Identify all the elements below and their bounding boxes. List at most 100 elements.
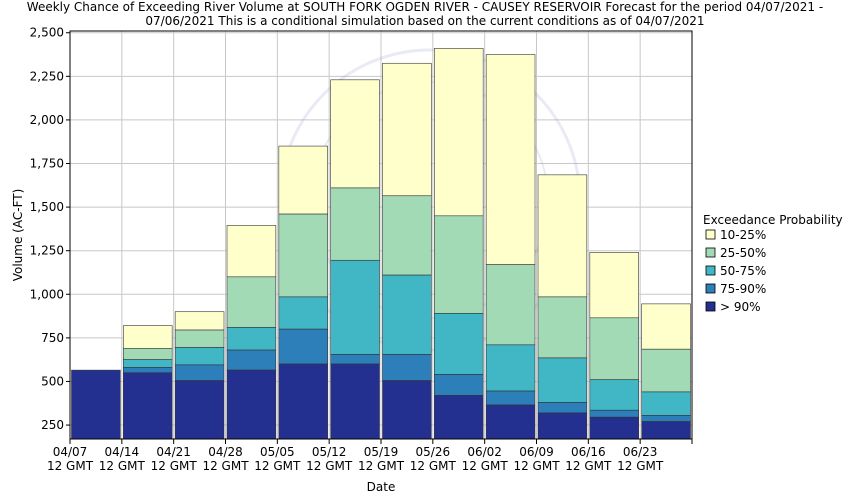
bar-segment-25-50 [330,187,380,261]
bar-segment-25-50 [434,215,484,314]
bars [71,48,691,440]
x-tick-label: 06/16 [571,445,606,459]
y-tick-label: 1,250 [30,244,64,258]
bar-segment-10-25 [330,79,380,189]
bar-segment-75-90 [589,409,639,418]
x-tick-sublabel: 12 GMT [151,459,198,473]
bar-segment-90 [330,363,380,440]
y-tick-label: 2,250 [30,69,64,83]
bar-segment-10-25 [641,303,691,350]
bar-segment-90 [71,369,121,440]
bar-segment-10-25 [382,62,432,197]
bar-segment-90 [434,395,484,440]
bar-segment-50-75 [226,327,277,351]
x-tick-sublabel: 12 GMT [202,459,249,473]
legend-swatch [705,229,716,240]
legend-swatch [705,265,716,276]
x-tick-label: 06/02 [467,445,502,459]
bar-segment-75-90 [382,354,432,381]
y-tick-label: 1,000 [30,287,64,301]
x-tick-sublabel: 12 GMT [462,459,509,473]
bar-segment-90 [589,416,639,440]
y-tick-label: 2,000 [30,113,64,127]
x-tick-label: 05/26 [416,445,451,459]
bar-segment-90 [485,404,536,440]
bar-segment-75-90 [278,328,328,365]
x-tick-sublabel: 12 GMT [410,459,457,473]
bar-segment-50-75 [485,344,536,392]
y-tick-label: 750 [41,331,64,345]
bar-segment-10-25 [537,174,588,298]
bar-segment-75-90 [330,354,380,365]
bar-segment-75-90 [641,415,691,422]
x-tick-sublabel: 12 GMT [565,459,612,473]
bar-segment-25-50 [278,213,328,298]
bar-segment-90 [123,372,173,440]
y-tick-label: 1,750 [30,157,64,171]
bar-segment-10-25 [278,145,328,215]
legend-label: 50-75% [720,264,766,278]
bar-segment-90 [641,421,691,440]
x-tick-sublabel: 12 GMT [47,459,94,473]
chart-title: Weekly Chance of Exceeding River Volume … [0,0,850,28]
y-axis-label: Volume (AC-FT) [11,189,25,282]
bar-segment-25-50 [537,296,588,359]
bar-segment-75-90 [434,374,484,396]
legend-swatch [705,301,716,312]
bar-segment-50-75 [123,359,173,368]
bar-segment-50-75 [382,274,432,355]
bar-segment-10-25 [123,325,173,349]
bar-segment-75-90 [485,390,536,406]
bar-segment-50-75 [537,357,588,403]
x-tick-label: 05/19 [364,445,399,459]
x-tick-label: 06/23 [623,445,658,459]
y-axis: 250 500 750 1,000 1,250 1,500 1,750 2,000 2,250 2… [30,26,70,432]
bar-segment-50-75 [278,296,328,330]
bar-segment-50-75 [174,347,225,366]
y-tick-label: 250 [41,418,64,432]
bar-segment-10-25 [434,48,484,217]
bar-segment-75-90 [123,367,173,374]
bar-segment-25-50 [589,317,639,381]
x-axis-label: Date [367,480,396,494]
bar-segment-75-90 [174,364,225,381]
x-tick-sublabel: 12 GMT [99,459,146,473]
x-tick-sublabel: 12 GMT [254,459,301,473]
legend-label: 10-25% [720,228,766,242]
bar-segment-25-50 [174,329,225,348]
x-tick-label: 06/09 [519,445,554,459]
bar-segment-75-90 [226,349,277,371]
legend-label: 25-50% [720,246,766,260]
legend-swatch [705,283,716,294]
x-tick-sublabel: 12 GMT [358,459,405,473]
bar-segment-90 [537,412,588,440]
x-tick-label: 04/14 [105,445,140,459]
x-tick-label: 05/05 [260,445,295,459]
x-tick-sublabel: 12 GMT [306,459,353,473]
x-tick-sublabel: 12 GMT [513,459,560,473]
bar-segment-25-50 [382,195,432,276]
bar-segment-90 [226,369,277,440]
bar-segment-50-75 [330,259,380,355]
bar-segment-90 [278,363,328,440]
bar-segment-10-25 [589,252,639,319]
bar-segment-50-75 [589,379,639,411]
y-tick-label: 1,500 [30,200,64,214]
bar-segment-50-75 [434,313,484,375]
legend: Exceedance Probability 10-25% 25-50% 50-75… [703,213,843,314]
bar-segment-50-75 [641,391,691,416]
legend-label: 75-90% [720,282,766,296]
bar-segment-10-25 [226,225,277,278]
gridlines [70,31,692,439]
bar-segment-25-50 [226,276,277,328]
x-tick-label: 05/12 [312,445,347,459]
x-tick-label: 04/07 [53,445,88,459]
bar-segment-10-25 [174,311,225,331]
bar-segment-25-50 [485,264,536,346]
legend-label: > 90% [720,300,761,314]
bar-segment-90 [174,380,225,440]
bar-segment-25-50 [641,348,691,393]
y-tick-label: 2,500 [30,26,64,40]
legend-swatch [705,247,716,258]
